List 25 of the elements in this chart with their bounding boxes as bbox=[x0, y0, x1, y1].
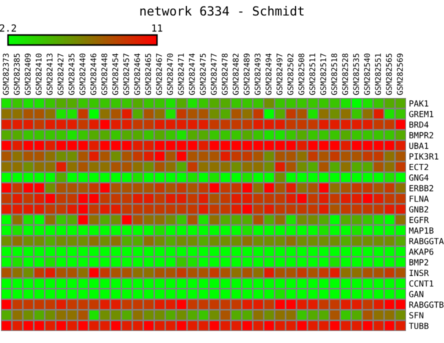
chart-title: network 6334 - Schmidt bbox=[140, 6, 304, 16]
y-tick-label: TUBB bbox=[408, 322, 428, 330]
y-tick-label: BMP2 bbox=[409, 259, 428, 266]
y-tick-label: CCNT1 bbox=[409, 280, 434, 287]
color-bar-label: 2.2 bbox=[0, 24, 16, 32]
y-tick-label: GAN bbox=[409, 290, 424, 298]
y-tick-label: PAK1 bbox=[410, 100, 428, 106]
y-tick-label: BRD4 bbox=[409, 122, 428, 128]
y-tick-label: ECT2 bbox=[410, 164, 428, 170]
y-tick-label: SFN bbox=[409, 312, 424, 318]
y-tick-label: FLNA bbox=[410, 196, 429, 202]
y-tick-label: GREM1 bbox=[409, 110, 434, 118]
color-bar-label: 11 bbox=[152, 24, 162, 32]
y-tick-label: ERBB2 bbox=[410, 185, 434, 192]
y-tick-label: PIK3R1 bbox=[410, 153, 438, 160]
y-tick-label: GNG4 bbox=[409, 174, 428, 181]
y-tick-label: RABGGTA bbox=[409, 238, 444, 244]
y-tick-label: GNB2 bbox=[409, 206, 428, 213]
y-tick-label: EGFR bbox=[410, 216, 429, 224]
y-tick-label: RABGGTB bbox=[409, 302, 444, 308]
y-tick-label: UBA1 bbox=[409, 142, 428, 149]
y-tick-label: INSR bbox=[410, 270, 429, 276]
y-tick-label: MAP1B bbox=[409, 228, 434, 234]
y-tick-label: AKAP6 bbox=[408, 248, 434, 255]
y-tick-label: BMPR2 bbox=[409, 132, 434, 138]
